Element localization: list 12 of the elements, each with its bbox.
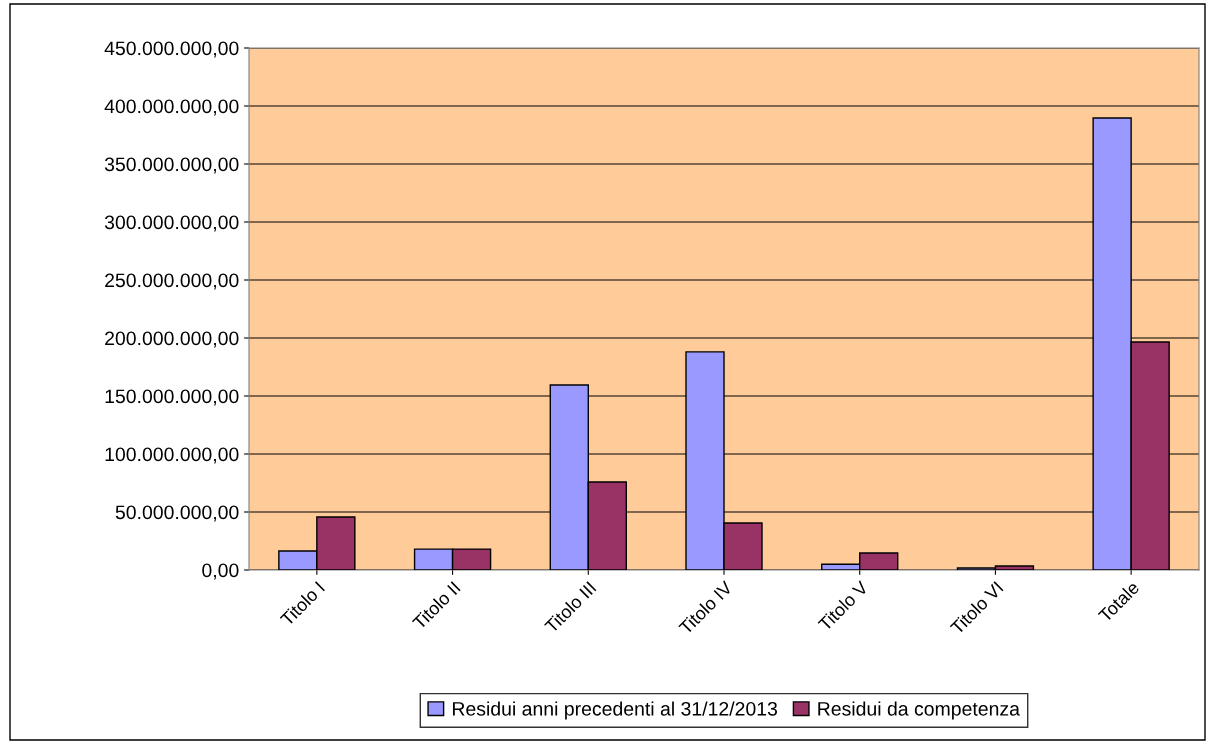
y-tick-label: 400.000.000,00 <box>104 99 239 116</box>
y-tick-label: 300.000.000,00 <box>104 215 239 232</box>
y-tick-label: 200.000.000,00 <box>105 331 239 348</box>
y-tick-label: 100.000.000,00 <box>105 447 239 464</box>
y-tick-label: 50.000.000,00 <box>115 505 239 522</box>
y-tick-label: 450.000.000,00 <box>104 41 239 58</box>
y-tick-label: 150.000.000,00 <box>105 389 239 406</box>
y-tick-label: 250.000.000,00 <box>105 273 239 290</box>
y-tick-label: 0,00 <box>202 563 239 580</box>
legend-label: Residui anni precedenti al 31/12/2013 <box>453 701 778 720</box>
y-tick-label: 350.000.000,00 <box>104 157 239 174</box>
legend-label: Residui da competenza <box>818 701 1020 720</box>
